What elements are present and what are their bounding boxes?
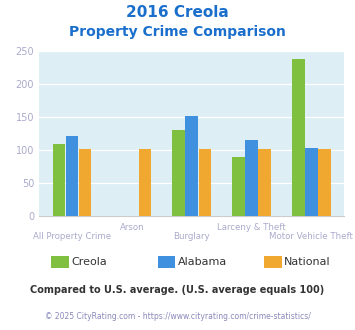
Bar — [185, 116, 198, 216]
Text: Motor Vehicle Theft: Motor Vehicle Theft — [269, 232, 353, 241]
Text: Arson: Arson — [120, 223, 144, 232]
Bar — [139, 149, 151, 216]
Bar — [172, 130, 185, 216]
Text: National: National — [284, 257, 331, 267]
Text: Larceny & Theft: Larceny & Theft — [217, 223, 286, 232]
Text: All Property Crime: All Property Crime — [33, 232, 111, 241]
Bar — [66, 136, 78, 216]
Bar — [232, 157, 245, 216]
Text: Creola: Creola — [71, 257, 107, 267]
Text: Alabama: Alabama — [178, 257, 227, 267]
Bar — [79, 149, 91, 216]
Bar — [318, 149, 331, 216]
Text: 2016 Creola: 2016 Creola — [126, 5, 229, 20]
Bar — [245, 140, 258, 216]
Text: Burglary: Burglary — [173, 232, 210, 241]
Text: © 2025 CityRating.com - https://www.cityrating.com/crime-statistics/: © 2025 CityRating.com - https://www.city… — [45, 312, 310, 321]
Bar — [53, 144, 65, 216]
Bar — [198, 149, 211, 216]
Text: Property Crime Comparison: Property Crime Comparison — [69, 25, 286, 39]
Bar — [305, 148, 318, 216]
Bar — [258, 149, 271, 216]
Bar — [292, 59, 305, 216]
Text: Compared to U.S. average. (U.S. average equals 100): Compared to U.S. average. (U.S. average … — [31, 285, 324, 295]
Bar — [139, 149, 151, 216]
